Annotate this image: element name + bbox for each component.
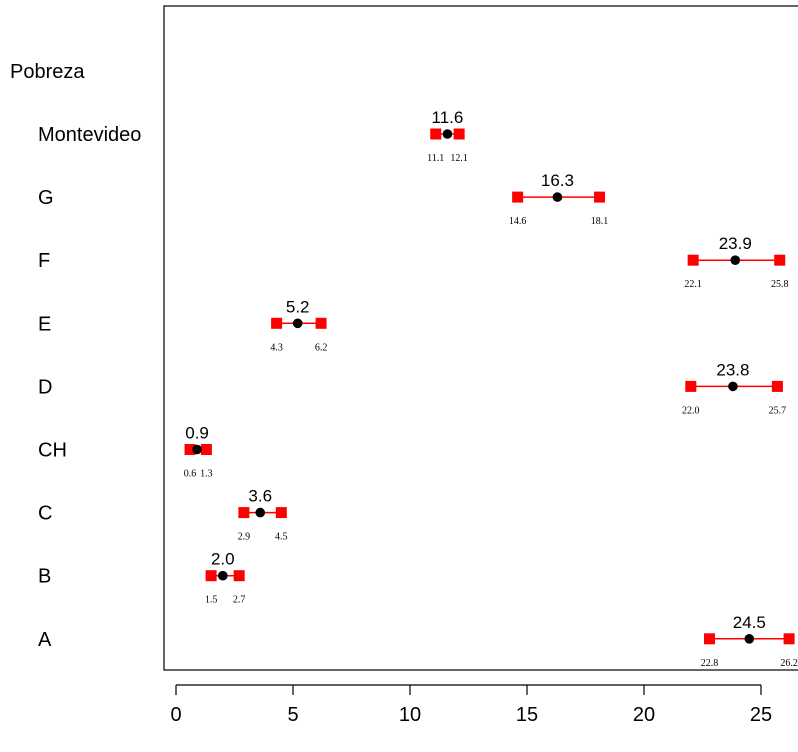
point-estimate-label: 11.6 (432, 108, 464, 127)
category-label: E (38, 313, 51, 335)
lower-bound-label: 22.8 (701, 658, 719, 669)
x-tick-label: 10 (399, 704, 421, 726)
lower-bound-marker (184, 444, 196, 455)
lower-bound-marker (238, 507, 250, 519)
upper-bound-marker (774, 254, 786, 266)
category-label: G (38, 187, 54, 209)
lower-bound-label: 2.9 (238, 532, 251, 543)
lower-bound-marker (205, 570, 217, 582)
estimate-row: D 23.8 22.0 25.7 (38, 360, 786, 416)
category-label: F (38, 250, 50, 272)
x-tick-label: 25 (750, 704, 772, 726)
upper-bound-marker (594, 191, 606, 203)
point-estimate-marker (218, 570, 228, 581)
upper-bound-label: 18.1 (591, 216, 609, 227)
x-axis: 0 5 10 15 20 25 (170, 684, 772, 726)
upper-bound-label: 12.1 (450, 153, 468, 164)
upper-bound-label: 1.3 (200, 469, 213, 480)
point-estimate-label: 3.6 (248, 487, 272, 506)
lower-bound-marker (685, 380, 697, 392)
point-estimate-marker (744, 634, 755, 644)
category-label: A (38, 629, 52, 651)
upper-bound-label: 25.7 (769, 405, 787, 416)
category-label: CH (38, 440, 67, 462)
x-tick-label: 20 (633, 704, 655, 726)
estimate-row: F 23.9 22.1 25.8 (38, 234, 788, 290)
lower-bound-marker (512, 191, 524, 203)
point-estimate-label: 2.0 (211, 550, 235, 569)
estimate-row: B 2.0 1.5 2.7 (38, 550, 245, 606)
upper-bound-label: 4.5 (275, 532, 288, 543)
chart-header-label: Pobreza (10, 61, 85, 83)
estimate-row: A 24.5 22.8 26.2 (38, 613, 798, 669)
x-tick-label: 5 (287, 704, 298, 726)
point-estimate-label: 23.8 (716, 360, 749, 379)
upper-bound-label: 26.2 (780, 658, 798, 669)
upper-bound-marker (233, 570, 245, 582)
upper-bound-marker (771, 380, 783, 392)
upper-bound-label: 25.8 (771, 279, 789, 290)
category-label: D (38, 376, 52, 398)
point-estimate-marker (292, 318, 303, 329)
upper-bound-marker (783, 633, 795, 645)
lower-bound-marker (430, 128, 442, 140)
point-estimate-marker (442, 129, 453, 139)
lower-bound-label: 1.5 (205, 595, 218, 606)
upper-bound-marker (453, 128, 465, 140)
x-tick-label: 15 (516, 704, 538, 726)
plot-frame (163, 5, 798, 671)
upper-bound-label: 2.7 (233, 595, 246, 606)
lower-bound-marker (687, 254, 699, 266)
lower-bound-label: 14.6 (509, 216, 527, 227)
category-label: Montevideo (38, 124, 141, 146)
lower-bound-marker (704, 633, 716, 645)
lower-bound-label: 22.0 (682, 405, 700, 416)
upper-bound-label: 6.2 (315, 342, 328, 353)
category-label: B (38, 566, 51, 588)
point-estimate-label: 23.9 (719, 234, 752, 253)
estimate-row: E 5.2 4.3 6.2 (38, 297, 327, 353)
category-label: C (38, 503, 52, 525)
point-estimate-label: 5.2 (286, 297, 310, 316)
lower-bound-label: 0.6 (184, 469, 197, 480)
estimate-row: G 16.3 14.6 18.1 (38, 171, 608, 227)
point-estimate-marker (192, 444, 202, 455)
point-estimate-marker (255, 507, 266, 518)
chart-rows: Montevideo 11.6 11.1 12.1 G 16.3 14.6 18.1 F 23.9… (38, 108, 798, 669)
point-estimate-marker (730, 255, 741, 265)
upper-bound-marker (315, 317, 327, 329)
estimate-row: C 3.6 2.9 4.5 (38, 487, 288, 543)
estimate-row: Montevideo 11.6 11.1 12.1 (38, 108, 468, 164)
point-estimate-label: 16.3 (541, 171, 574, 190)
lower-bound-label: 4.3 (270, 342, 283, 353)
point-estimate-label: 24.5 (733, 613, 766, 632)
point-estimate-label: 0.9 (185, 424, 209, 443)
point-estimate-marker (728, 381, 738, 392)
upper-bound-marker (275, 507, 287, 519)
upper-bound-marker (200, 444, 212, 455)
x-tick-label: 0 (170, 704, 181, 726)
lower-bound-marker (271, 317, 283, 329)
estimate-row: CH 0.9 0.6 1.3 (38, 424, 213, 480)
point-estimate-marker (552, 192, 563, 202)
lower-bound-label: 22.1 (684, 279, 702, 290)
lower-bound-label: 11.1 (427, 153, 444, 164)
